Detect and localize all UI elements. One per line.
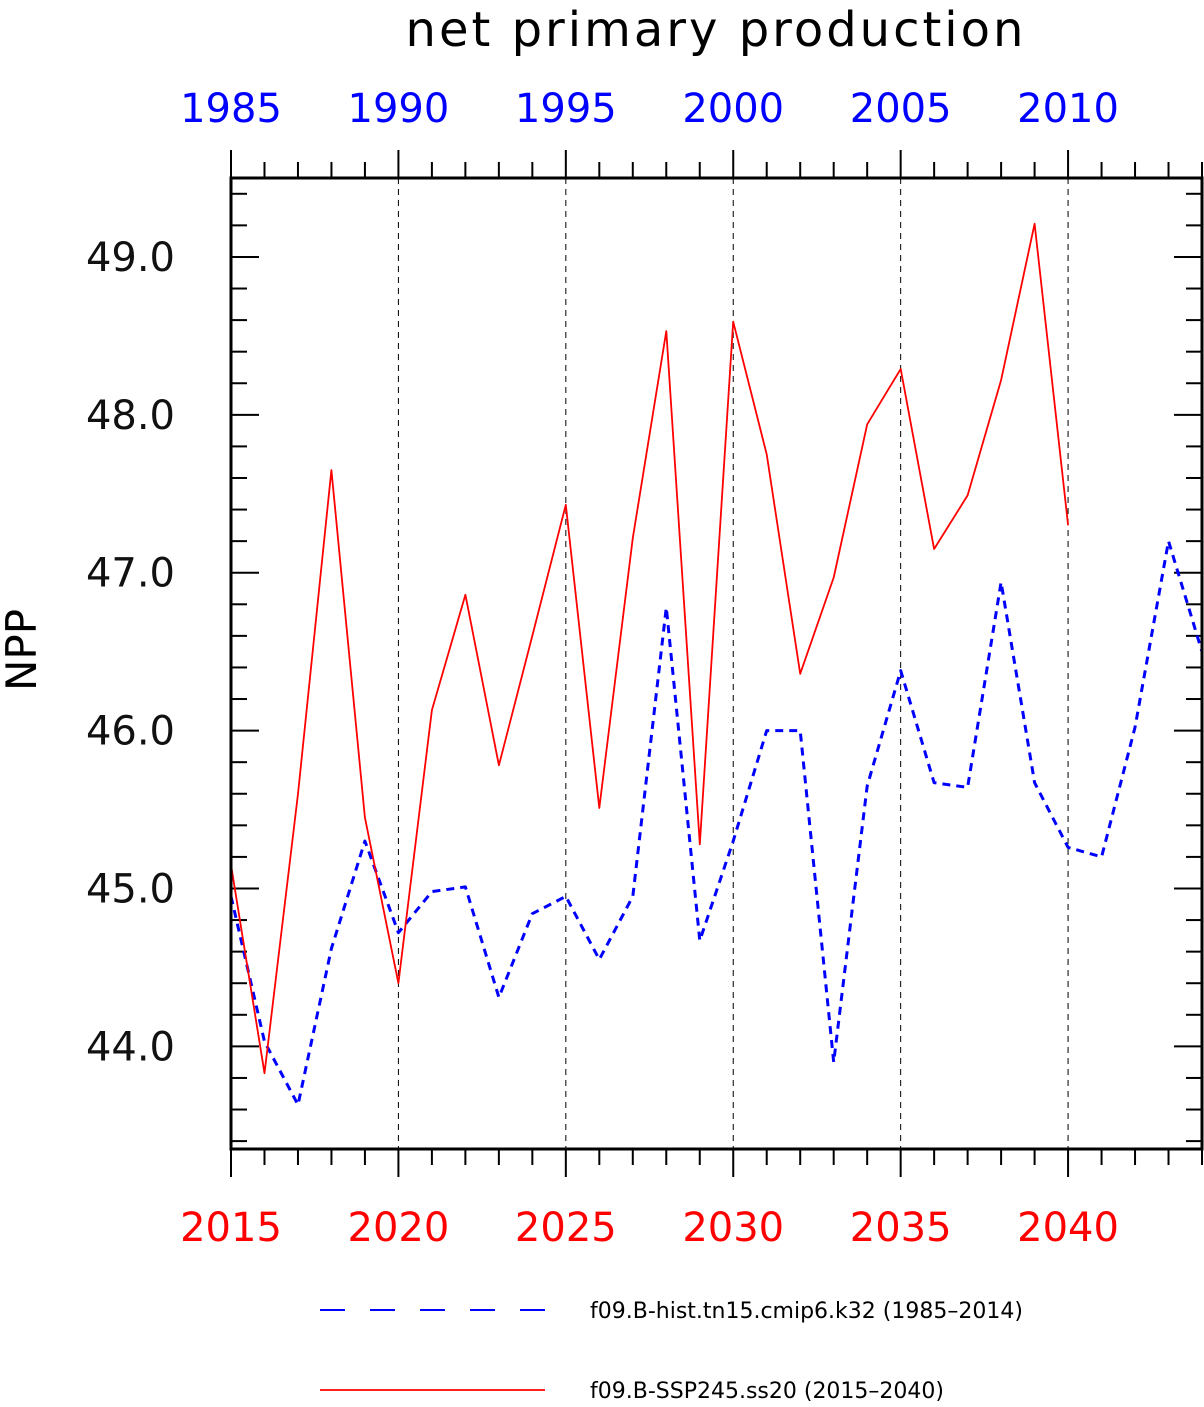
plot-frame	[229, 176, 1204, 1151]
top-tick-label-1985: 1985	[180, 86, 282, 132]
legend-label-hist: f09.B-hist.tn15.cmip6.k32 (1985–2014)	[590, 1299, 1023, 1324]
top-tick-label-1995: 1995	[515, 86, 617, 132]
grid-lines	[397, 178, 1069, 1149]
y-tick-label-47: 47.0	[86, 551, 175, 597]
top-tick-label-2005: 2005	[850, 86, 952, 132]
axis-ticks	[230, 150, 1203, 1177]
y-tick-label-48: 48.0	[86, 393, 175, 439]
top-tick-label-1990: 1990	[348, 86, 450, 132]
y-tick-label-44: 44.0	[86, 1024, 175, 1070]
legend-label-ssp245: f09.B-SSP245.ss20 (2015–2040)	[590, 1379, 944, 1404]
y-tick-label-49: 49.0	[86, 235, 175, 281]
bottom-tick-label-2015: 2015	[180, 1205, 282, 1251]
series-layer	[229, 222, 1204, 1107]
y-tick-label-46: 46.0	[86, 709, 175, 755]
y-axis-label: NPP	[0, 609, 46, 691]
tick-labels: 2015 2020 2025 2030 2035 2040 1985 1990 1995 2000…	[86, 86, 1119, 1251]
chart-title: net primary production	[406, 2, 1027, 58]
y-tick-label-45: 45.0	[86, 866, 175, 912]
top-tick-label-2010: 2010	[1017, 86, 1119, 132]
legend: f09.B-hist.tn15.cmip6.k32 (1985–2014) f0…	[320, 1299, 1023, 1404]
series-line-ssp245	[230, 222, 1069, 1075]
bottom-tick-label-2040: 2040	[1017, 1205, 1119, 1251]
bottom-tick-label-2035: 2035	[850, 1205, 952, 1251]
bottom-tick-label-2020: 2020	[348, 1205, 450, 1251]
bottom-tick-label-2030: 2030	[682, 1205, 784, 1251]
series-line-hist	[229, 539, 1204, 1107]
top-tick-label-2000: 2000	[682, 86, 784, 132]
bottom-tick-label-2025: 2025	[515, 1205, 617, 1251]
